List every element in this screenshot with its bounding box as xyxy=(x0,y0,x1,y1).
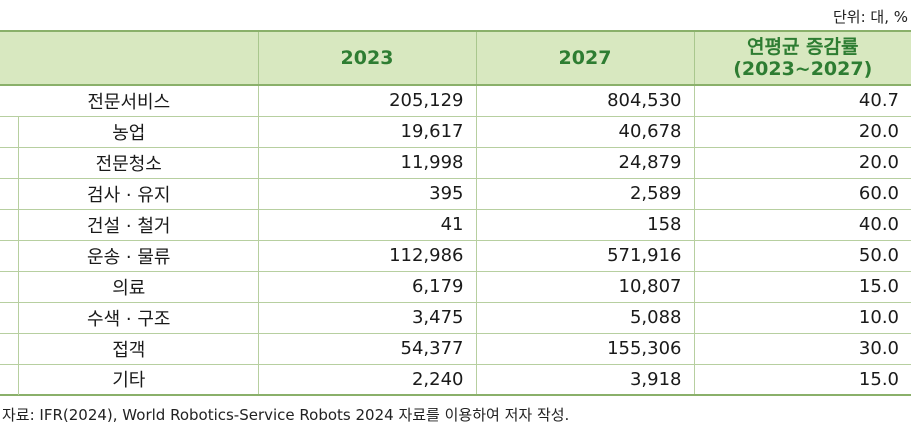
row-label: 농업 xyxy=(0,115,258,148)
table-row: 운송 · 물류 112,986 571,916 50.0 xyxy=(0,239,911,272)
header-cagr-line2: (2023~2027) xyxy=(733,58,873,80)
cell-2023: 3,475 xyxy=(257,302,476,334)
table-row: 건설 · 철거 41 158 40.0 xyxy=(0,208,911,241)
row-label: 검사 · 유지 xyxy=(0,177,258,210)
cell-2027: 2,589 xyxy=(475,178,694,210)
cell-rate: 10.0 xyxy=(693,302,911,334)
header-2027: 2027 xyxy=(475,30,694,86)
table-row: 전문서비스 205,129 804,530 40.7 xyxy=(0,85,911,117)
cell-2027: 155,306 xyxy=(475,333,694,365)
cell-2023: 205,129 xyxy=(257,85,476,117)
row-label: 건설 · 철거 xyxy=(0,208,258,241)
cell-2023: 41 xyxy=(257,209,476,241)
table-row: 의료 6,179 10,807 15.0 xyxy=(0,270,911,303)
row-label: 전문청소 xyxy=(0,146,258,179)
cell-rate: 50.0 xyxy=(693,240,911,272)
table-row: 농업 19,617 40,678 20.0 xyxy=(0,115,911,148)
row-label: 의료 xyxy=(0,270,258,303)
table-row: 검사 · 유지 395 2,589 60.0 xyxy=(0,177,911,210)
cell-2023: 19,617 xyxy=(257,116,476,148)
cell-rate: 20.0 xyxy=(693,116,911,148)
cell-rate: 15.0 xyxy=(693,364,911,396)
cell-2027: 158 xyxy=(475,209,694,241)
cell-2027: 804,530 xyxy=(475,85,694,117)
cell-2027: 40,678 xyxy=(475,116,694,148)
cell-2027: 10,807 xyxy=(475,271,694,303)
cell-2027: 3,918 xyxy=(475,364,694,396)
unit-note: 단위: 대, % xyxy=(832,8,908,26)
table-header-row: 2023 2027 연평균 증감률 (2023~2027) xyxy=(0,30,911,86)
row-label: 기타 xyxy=(0,363,258,396)
cell-2023: 11,998 xyxy=(257,147,476,179)
cell-rate: 40.0 xyxy=(693,209,911,241)
table-row: 전문청소 11,998 24,879 20.0 xyxy=(0,146,911,179)
cell-2023: 2,240 xyxy=(257,364,476,396)
row-label: 접객 xyxy=(0,332,258,365)
cell-2027: 571,916 xyxy=(475,240,694,272)
table-row: 접객 54,377 155,306 30.0 xyxy=(0,332,911,365)
row-label: 전문서비스 xyxy=(0,85,258,117)
row-label: 수색 · 구조 xyxy=(0,301,258,334)
cell-rate: 15.0 xyxy=(693,271,911,303)
cell-2023: 54,377 xyxy=(257,333,476,365)
table-row: 기타 2,240 3,918 15.0 xyxy=(0,363,911,396)
source-note: 자료: IFR(2024), World Robotics-Service Ro… xyxy=(2,406,570,424)
cell-2023: 112,986 xyxy=(257,240,476,272)
cell-rate: 60.0 xyxy=(693,178,911,210)
table-row: 수색 · 구조 3,475 5,088 10.0 xyxy=(0,301,911,334)
cell-rate: 40.7 xyxy=(693,85,911,117)
cell-2027: 24,879 xyxy=(475,147,694,179)
header-cagr-line1: 연평균 증감률 xyxy=(747,36,859,58)
header-cagr: 연평균 증감률 (2023~2027) xyxy=(693,30,911,86)
cell-rate: 20.0 xyxy=(693,147,911,179)
header-category xyxy=(0,30,258,86)
robot-statistics-table: 2023 2027 연평균 증감률 (2023~2027) 전문서비스 205,… xyxy=(0,30,911,396)
row-label: 운송 · 물류 xyxy=(0,239,258,272)
cell-rate: 30.0 xyxy=(693,333,911,365)
cell-2023: 395 xyxy=(257,178,476,210)
cell-2027: 5,088 xyxy=(475,302,694,334)
cell-2023: 6,179 xyxy=(257,271,476,303)
header-2023: 2023 xyxy=(257,30,476,86)
